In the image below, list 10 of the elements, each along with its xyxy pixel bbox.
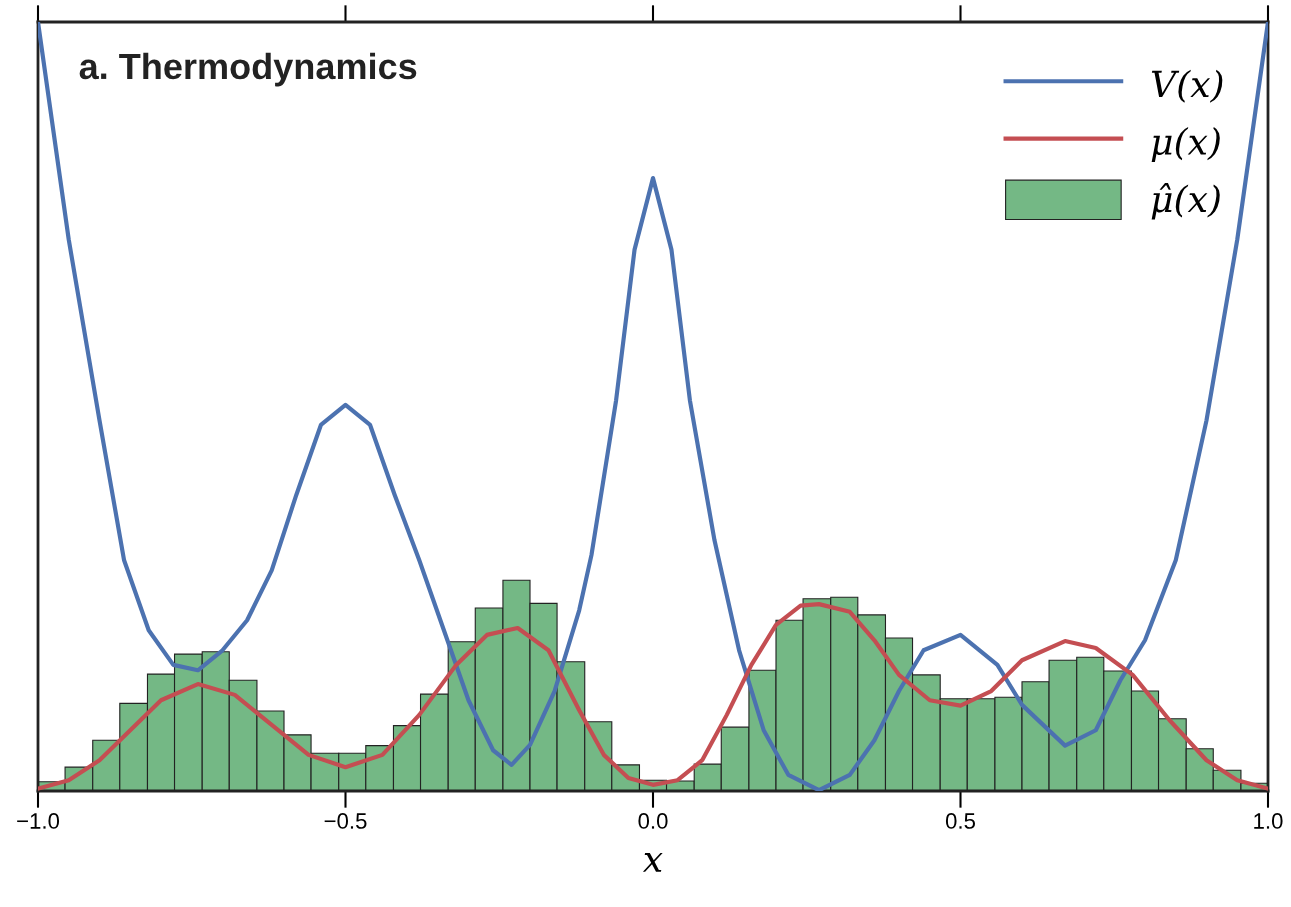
x-tick-label: −1.0: [17, 813, 60, 829]
x-tick-label: 1.0: [1254, 813, 1283, 829]
legend-label: V(x): [1151, 69, 1223, 103]
x-tick-label: −0.5: [324, 813, 367, 829]
legend-label: μ(x): [1151, 127, 1220, 163]
legend-label: μ̂(x): [1151, 183, 1220, 220]
text: a. Thermodynamics: [79, 52, 417, 87]
x-tick-label: 0.5: [945, 813, 976, 829]
x-tick-label: 0.0: [638, 813, 668, 829]
x-axis-title: x: [642, 853, 663, 872]
